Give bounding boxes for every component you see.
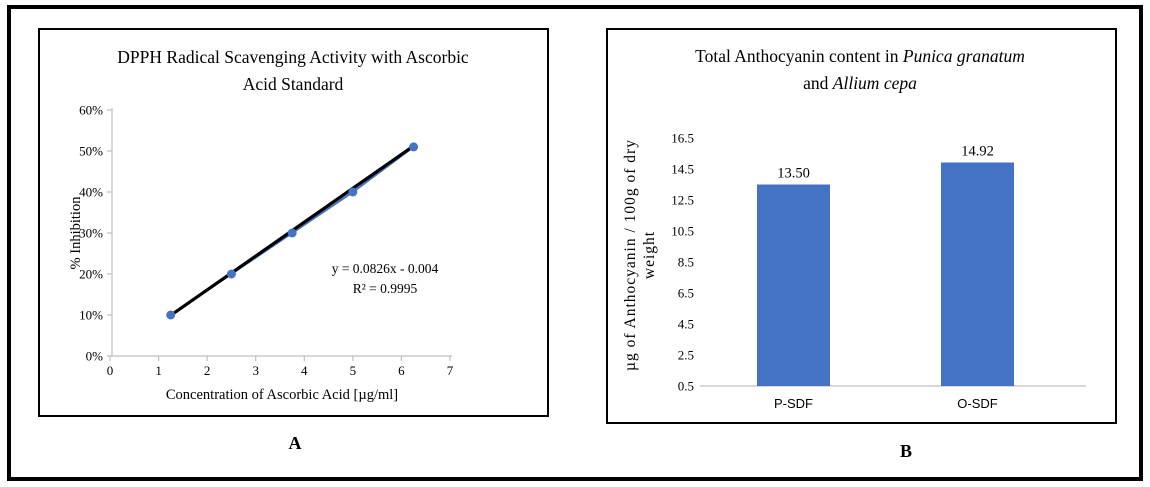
y-tick-label: 10.5 [671, 224, 694, 239]
y-axis-title-line1: µg of Anthocyanin / 100g of dry [622, 139, 639, 371]
x-tick-label: 3 [252, 363, 259, 378]
category-label: O-SDF [957, 396, 998, 411]
bar-value-label: 14.92 [961, 143, 994, 159]
panel-a-dpph-chart: DPPH Radical Scavenging Activity with As… [38, 28, 549, 417]
x-tick-label: 1 [155, 363, 162, 378]
y-tick-label: 2.5 [678, 348, 694, 363]
data-point [409, 142, 419, 152]
panel-b-label: B [899, 441, 913, 461]
trendline-equation: y = 0.0826x - 0.004 [332, 261, 439, 276]
y-tick-label: 10% [79, 308, 103, 323]
title-species-italic: Punica granatum [902, 46, 1025, 66]
y-tick-label: 16.5 [671, 131, 694, 146]
y-tick-label: 0% [86, 349, 104, 364]
chart-a-title-line2: Acid Standard [243, 74, 344, 94]
dpph-scatter-chart: DPPH Radical Scavenging Activity with As… [68, 47, 469, 403]
data-point [166, 310, 176, 320]
figure-frame: DPPH Radical Scavenging Activity with As… [7, 5, 1143, 481]
chart-a-title-line1: DPPH Radical Scavenging Activity with As… [117, 47, 469, 67]
y-tick-label: 40% [79, 185, 103, 200]
data-point [348, 187, 358, 197]
category-label: P-SDF [774, 396, 813, 411]
y-tick-label: 12.5 [671, 193, 694, 208]
x-tick-label: 6 [398, 363, 405, 378]
title-text: Total Anthocyanin content in [695, 46, 903, 66]
bar-p-sdf [757, 184, 830, 386]
x-tick-label: 5 [350, 363, 357, 378]
chart-b-title-line1: Total Anthocyanin content in Punica gran… [695, 46, 1025, 66]
panel-b-anthocyanin-chart: Total Anthocyanin content in Punica gran… [606, 28, 1117, 424]
bar-value-label: 13.50 [777, 166, 810, 182]
title-text: and [803, 73, 833, 93]
y-tick-label: 20% [79, 267, 103, 282]
y-tick-label: 6.5 [678, 286, 694, 301]
y-tick-label: 60% [79, 103, 103, 118]
trendline-r-squared: R² = 0.9995 [353, 281, 418, 296]
y-tick-label: 50% [79, 144, 103, 159]
y-tick-label: 30% [79, 226, 103, 241]
x-tick-label: 4 [301, 363, 308, 378]
y-tick-label: 0.5 [678, 379, 694, 394]
y-axis-title-line2: weight [641, 231, 658, 279]
data-point [287, 228, 297, 238]
panel-a-label: A [288, 433, 302, 453]
anthocyanin-bar-chart: Total Anthocyanin content in Punica gran… [622, 46, 1086, 411]
y-tick-label: 14.5 [671, 162, 694, 177]
title-species-italic: Allium cepa [832, 73, 917, 93]
y-tick-label: 4.5 [678, 317, 694, 332]
data-point [226, 269, 236, 279]
x-tick-label: 0 [107, 363, 114, 378]
x-axis-title: Concentration of Ascorbic Acid [µg/ml] [166, 387, 398, 403]
y-tick-label: 8.5 [678, 255, 694, 270]
y-axis-title: % Inhibition [68, 196, 84, 270]
chart-b-title-line2: and Allium cepa [803, 73, 917, 93]
bar-o-sdf [941, 162, 1014, 386]
x-tick-label: 2 [204, 363, 211, 378]
x-tick-label: 7 [447, 363, 454, 378]
